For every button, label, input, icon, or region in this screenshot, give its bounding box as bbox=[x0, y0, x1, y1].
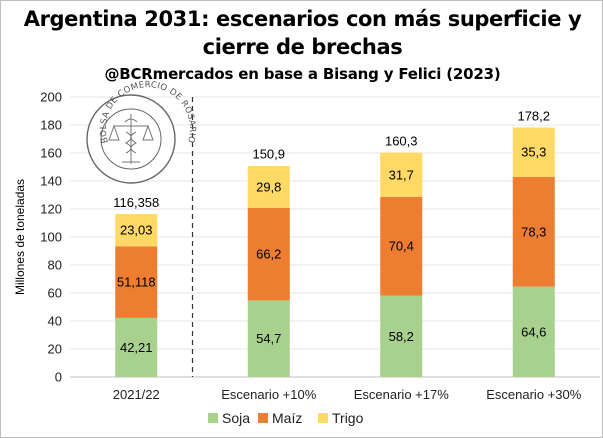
bar-segment bbox=[512, 176, 555, 287]
bar-segment bbox=[115, 317, 158, 377]
legend-label: Maíz bbox=[272, 410, 302, 426]
bar-segment bbox=[380, 152, 423, 197]
chart-title-line2: cierre de brechas bbox=[202, 35, 403, 59]
y-tick-label: 100 bbox=[40, 230, 62, 245]
chart-subtitle: @BCRmercados en base a Bisang y Felici (… bbox=[104, 65, 501, 83]
bar-segment bbox=[380, 196, 423, 296]
y-tick-label: 20 bbox=[48, 342, 62, 357]
segment-value-label: 66,2 bbox=[256, 247, 281, 262]
segment-value-label: 51,118 bbox=[117, 275, 156, 290]
segment-value-label: 31,7 bbox=[389, 167, 414, 182]
segment-value-label: 78,3 bbox=[521, 224, 546, 239]
x-tick-label: Escenario +10% bbox=[221, 387, 316, 402]
segment-value-label: 42,21 bbox=[120, 340, 153, 355]
y-tick-label: 180 bbox=[40, 118, 62, 133]
legend-swatch bbox=[318, 413, 328, 423]
y-axis-title: Millones de toneladas bbox=[13, 179, 27, 295]
segment-value-label: 64,6 bbox=[521, 324, 546, 339]
x-tick-label: Escenario +30% bbox=[486, 387, 581, 402]
bar-segment bbox=[115, 246, 158, 318]
chart-title-line1: Argentina 2031: escenarios con más super… bbox=[23, 7, 582, 31]
bcr-seal-logo: BOLSA DE COMERCIO DE ROSARIO bbox=[86, 80, 197, 184]
data-labels: 42,21 51,118 23,03 116,358 54,7 66,2 29,8 150,9… bbox=[113, 109, 550, 355]
segment-value-label: 54,7 bbox=[256, 331, 281, 346]
segment-value-label: 29,8 bbox=[256, 179, 281, 194]
y-tick-label: 120 bbox=[40, 202, 62, 217]
y-tick-label: 60 bbox=[48, 286, 62, 301]
y-tick-label: 160 bbox=[40, 146, 62, 161]
bar-segment bbox=[380, 295, 423, 377]
legend: Soja Maíz Trigo bbox=[208, 410, 364, 426]
bar-segment bbox=[247, 300, 290, 377]
legend-swatch bbox=[258, 413, 268, 423]
y-tick-label: 40 bbox=[48, 314, 62, 329]
total-value-label: 150,9 bbox=[252, 147, 285, 162]
legend-label: Soja bbox=[222, 410, 250, 426]
y-tick-label: 140 bbox=[40, 174, 62, 189]
legend-swatch bbox=[208, 413, 218, 423]
bar-segment bbox=[247, 166, 290, 208]
y-tick-label: 0 bbox=[55, 370, 62, 385]
y-tick-label: 200 bbox=[40, 90, 62, 105]
segment-value-label: 58,2 bbox=[389, 329, 414, 344]
bar-segment bbox=[247, 207, 290, 301]
total-value-label: 178,2 bbox=[517, 109, 550, 124]
legend-label: Trigo bbox=[332, 410, 364, 426]
total-value-label: 160,3 bbox=[385, 134, 418, 149]
axes: 0 20 40 60 80 100 120 140 160 180 200 Millones de t… bbox=[13, 90, 600, 402]
bar-segment bbox=[512, 286, 555, 377]
segment-value-label: 23,03 bbox=[120, 223, 153, 238]
bar-segment bbox=[115, 214, 158, 247]
bars bbox=[115, 127, 555, 377]
segment-value-label: 35,3 bbox=[521, 145, 546, 160]
x-tick-label: 2021/22 bbox=[113, 387, 160, 402]
segment-value-label: 70,4 bbox=[389, 239, 414, 254]
bar-segment bbox=[512, 127, 555, 177]
x-tick-label: Escenario +17% bbox=[354, 387, 449, 402]
total-value-label: 116,358 bbox=[113, 195, 159, 210]
y-tick-label: 80 bbox=[48, 258, 62, 273]
